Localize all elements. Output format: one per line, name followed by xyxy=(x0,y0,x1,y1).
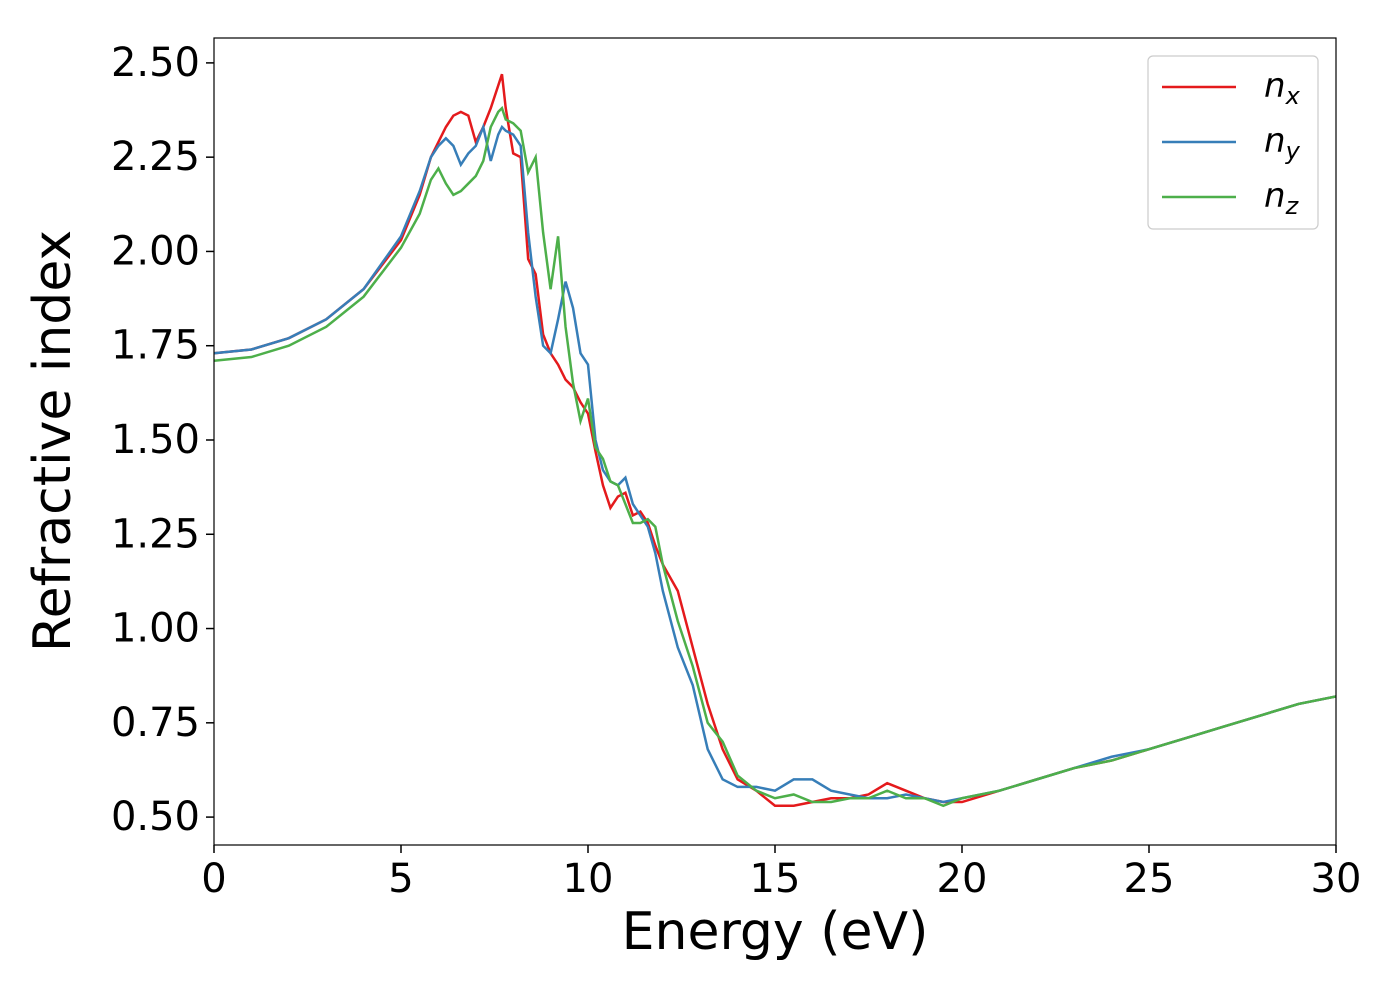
y-axis-label: Refractive index xyxy=(23,230,83,652)
plot-frame xyxy=(213,37,1337,846)
legend-label: ny xyxy=(1264,121,1301,166)
y-tick-label: 2.00 xyxy=(111,228,200,274)
y-tick-label: 1.25 xyxy=(111,511,200,557)
x-tick-label: 25 xyxy=(1124,856,1175,902)
x-tick-label: 20 xyxy=(937,856,988,902)
x-tick-label: 5 xyxy=(388,856,413,902)
x-tick-label: 15 xyxy=(750,856,801,902)
y-tick-label: 0.50 xyxy=(111,794,200,840)
x-axis-label: Energy (eV) xyxy=(622,902,929,962)
legend-label: nx xyxy=(1264,66,1301,111)
legend-label: nz xyxy=(1264,176,1300,221)
data-line xyxy=(213,105,1337,808)
y-tick-label: 2.25 xyxy=(111,134,200,180)
y-tick-label: 1.75 xyxy=(111,323,200,369)
y-tick-label: 0.75 xyxy=(111,700,200,746)
x-tick-label: 0 xyxy=(201,856,226,902)
y-tick-label: 1.00 xyxy=(111,606,200,652)
x-tick-label: 30 xyxy=(1311,856,1362,902)
y-tick-label: 2.50 xyxy=(111,40,200,86)
y-tick-label: 1.50 xyxy=(111,417,200,463)
x-tick-label: 10 xyxy=(563,856,614,902)
